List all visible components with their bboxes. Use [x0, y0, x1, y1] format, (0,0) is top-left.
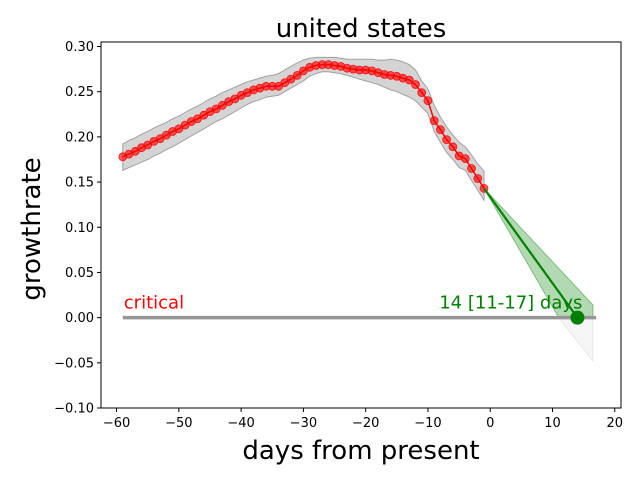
observed-point [467, 164, 476, 173]
observed-point [429, 116, 439, 125]
x-tick-label: −50 [165, 416, 192, 431]
y-tick-label: −0.05 [54, 356, 94, 371]
forecast-lower-tail [558, 317, 594, 362]
y-axis-label: growthrate [17, 157, 47, 300]
x-tick-label: −40 [227, 416, 254, 431]
observed-point [411, 80, 420, 89]
y-tick-label: 0.10 [65, 221, 94, 236]
x-tick-label: −10 [414, 416, 441, 431]
y-tick-label: 0.25 [65, 85, 94, 100]
observed-uncertainty-band [122, 56, 485, 202]
observed-point [292, 71, 302, 80]
observed-point [423, 96, 433, 106]
crossing-point [570, 310, 585, 325]
critical-annotation: critical [124, 293, 184, 314]
chart-title: united states [276, 14, 447, 44]
x-tick-label: −30 [290, 416, 317, 431]
x-tick-label: 20 [606, 416, 623, 431]
x-tick-label: −20 [352, 416, 379, 431]
x-axis-label: days from present [242, 436, 479, 466]
observed-point [435, 125, 445, 135]
y-tick-label: 0.30 [65, 40, 94, 55]
forecast-line [483, 187, 579, 319]
observed-point [448, 142, 458, 152]
observed-point [460, 154, 470, 164]
plot-frame [100, 41, 622, 409]
y-tick-label: 0.15 [65, 176, 94, 191]
y-tick-label: 0.00 [65, 311, 94, 326]
x-tick-label: −60 [103, 416, 130, 431]
x-tick-label: 10 [544, 416, 561, 431]
y-tick-label: 0.05 [65, 266, 94, 281]
plot-area [118, 56, 597, 362]
observed-point [417, 88, 427, 97]
observed-point [442, 135, 452, 145]
y-tick-label: −0.10 [54, 402, 94, 417]
y-tick-label: 0.20 [65, 130, 94, 145]
axis-ticks: −60 −50 −40 −30 −20 −10 0 10 20 −0.10 −0.05 0.00 0.0… [54, 40, 623, 431]
x-tick-label: 0 [486, 416, 494, 431]
observed-point [473, 174, 483, 183]
observed-point [404, 75, 414, 85]
crossing-annotation: 14 [11-17] days [439, 293, 582, 314]
